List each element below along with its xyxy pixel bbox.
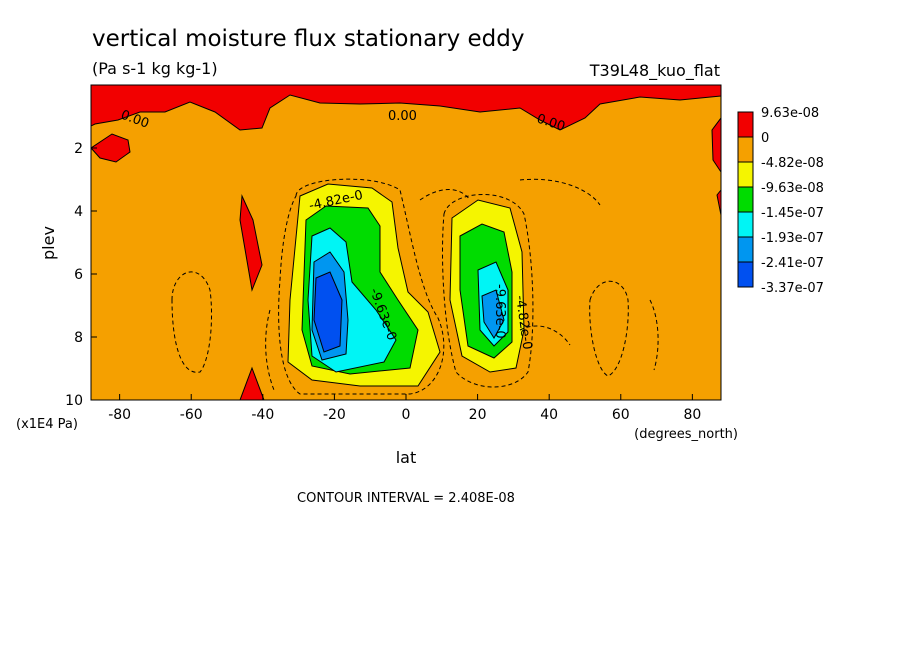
south-cell-deep-blue bbox=[313, 271, 343, 353]
chart-units: (Pa s-1 kg kg-1) bbox=[92, 59, 218, 78]
x-axis-units: (degrees_north) bbox=[634, 427, 738, 442]
y-tick-label: 8 bbox=[74, 330, 83, 346]
legend-label: -3.37e-07 bbox=[761, 281, 824, 296]
positive-blob-right bbox=[711, 117, 721, 173]
positive-strip-40s bbox=[239, 194, 263, 292]
positive-blob-left bbox=[91, 133, 131, 163]
x-tick-label: -20 bbox=[323, 407, 346, 423]
x-tick-label: 80 bbox=[683, 407, 701, 423]
contour-label-north-inner: -9.63e-0 bbox=[492, 284, 507, 339]
y-axis-label: plev bbox=[39, 226, 58, 260]
legend-label: 9.63e-08 bbox=[761, 106, 819, 121]
y-tick-label: 4 bbox=[74, 204, 83, 220]
legend-label: -9.63e-08 bbox=[761, 181, 824, 196]
y-tick-label: 2 bbox=[74, 141, 83, 157]
x-tick-label: -80 bbox=[108, 407, 131, 423]
color-legend: 9.63e-08 0 -4.82e-08 -9.63e-08 -1.45e-07 -1.9… bbox=[737, 106, 824, 296]
north-cell-mid-blue bbox=[481, 289, 505, 339]
y-axis: 2 4 6 8 10 bbox=[65, 141, 97, 409]
legend-label: -1.93e-07 bbox=[761, 231, 824, 246]
x-tick-label: 60 bbox=[612, 407, 630, 423]
chart-title: vertical moisture flux stationary eddy bbox=[92, 26, 525, 52]
x-tick-label: 20 bbox=[469, 407, 487, 423]
y-tick-label: 6 bbox=[74, 267, 83, 283]
y-axis-units: (x1E4 Pa) bbox=[16, 417, 78, 432]
legend-label: -1.45e-07 bbox=[761, 206, 824, 221]
y-tick-label: 10 bbox=[65, 393, 83, 409]
positive-band-top bbox=[91, 85, 721, 131]
contour-label-zero-center: 0.00 bbox=[388, 109, 417, 124]
legend-swatch bbox=[737, 211, 754, 238]
legend-swatch bbox=[737, 186, 754, 213]
legend-swatch bbox=[737, 261, 754, 288]
legend-swatch bbox=[737, 161, 754, 188]
x-tick-label: -40 bbox=[251, 407, 274, 423]
positive-edge-right bbox=[716, 189, 721, 216]
x-tick-label: 40 bbox=[540, 407, 558, 423]
run-label: T39L48_kuo_flat bbox=[589, 61, 720, 81]
x-tick-label: -60 bbox=[180, 407, 203, 423]
legend-swatch bbox=[737, 111, 754, 138]
legend-swatch bbox=[737, 136, 754, 163]
legend-label: 0 bbox=[761, 131, 769, 146]
contour-interval-note: CONTOUR INTERVAL = 2.408E-08 bbox=[297, 491, 515, 506]
x-tick-label: 0 bbox=[402, 407, 411, 423]
positive-blob-bottom bbox=[239, 366, 265, 400]
legend-label: -4.82e-08 bbox=[761, 156, 824, 171]
x-axis: -80 -60 -40 -20 0 20 40 60 80 bbox=[108, 394, 701, 423]
x-axis-label: lat bbox=[396, 448, 417, 467]
legend-label: -2.41e-07 bbox=[761, 256, 824, 271]
dashed-contours bbox=[171, 178, 659, 395]
plot-area: 0.00 0.00 0.00 -4.82e-0 -9.63e-0 -9.63e-… bbox=[91, 85, 721, 400]
legend-swatch bbox=[737, 236, 754, 263]
